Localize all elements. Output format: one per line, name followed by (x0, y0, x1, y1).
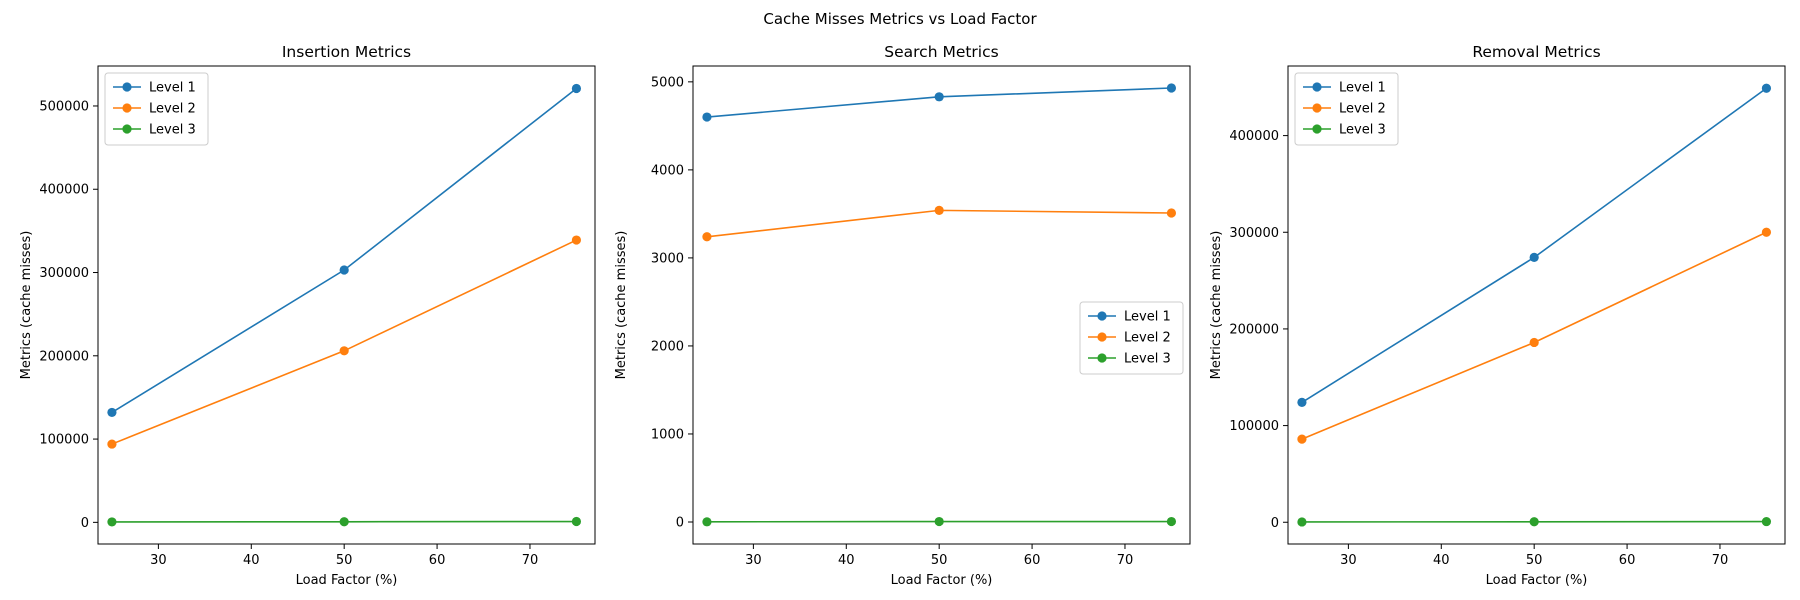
legend: Level 1 Level 2 Level 3 (104, 72, 209, 146)
legend-swatch-marker (1312, 82, 1322, 92)
x-axis-label: Load Factor (%) (296, 573, 398, 588)
x-tick-label: 50 (1526, 553, 1543, 568)
legend-swatch-marker (1097, 353, 1107, 363)
data-point-level-1 (702, 112, 712, 122)
figure-title: Cache Misses Metrics vs Load Factor (763, 10, 1037, 28)
y-axis-label: Metrics (cache misses) (19, 231, 34, 380)
y-tick-label: 0 (676, 515, 684, 530)
data-point-level-1 (339, 265, 349, 275)
legend-swatch-marker (1312, 124, 1322, 134)
legend-swatch-marker (1097, 332, 1107, 342)
x-tick-label: 50 (931, 553, 948, 568)
data-point-level-3 (1529, 517, 1539, 527)
x-tick-label: 70 (1712, 553, 1729, 568)
y-tick-label: 300000 (39, 266, 89, 281)
x-tick-label: 50 (336, 553, 353, 568)
x-tick-label: 30 (745, 553, 762, 568)
data-point-level-3 (571, 516, 582, 527)
x-tick-label: 60 (429, 553, 446, 568)
y-tick-label: 0 (1271, 516, 1279, 531)
legend-label: Level 3 (1339, 123, 1386, 138)
y-tick-label: 0 (81, 516, 89, 531)
data-point-level-2 (107, 439, 117, 449)
data-point-level-1 (1761, 83, 1772, 93)
axes-frame (692, 65, 1191, 545)
data-point-level-1 (571, 83, 582, 94)
legend-swatch-marker (122, 82, 132, 92)
legend-label: Level 3 (149, 123, 196, 138)
legend-label: Level 2 (1339, 102, 1386, 117)
y-tick-label: 200000 (1229, 322, 1279, 337)
x-tick-label: 60 (1619, 553, 1636, 568)
chart-panel-1: Insertion Metrics 30 40 50 60 70 0 100000 200000… (19, 43, 596, 588)
y-tick-label: 500000 (39, 99, 89, 114)
panel-title: Search Metrics (884, 43, 998, 61)
x-tick-label: 40 (1433, 553, 1450, 568)
data-point-level-3 (339, 517, 349, 527)
data-point-level-2 (571, 235, 582, 245)
y-axis-label: Metrics (cache misses) (614, 231, 629, 380)
y-axis-label: Metrics (cache misses) (1209, 231, 1224, 380)
y-tick-label: 400000 (1229, 129, 1279, 144)
data-point-level-1 (1529, 252, 1539, 262)
data-point-level-2 (339, 346, 349, 356)
axes-frame (1287, 65, 1786, 545)
x-tick-label: 40 (838, 553, 855, 568)
legend-label: Level 2 (1124, 331, 1171, 346)
y-tick-label: 100000 (39, 433, 89, 448)
data-point-level-3 (1297, 517, 1307, 527)
legend-swatch-marker (1312, 103, 1322, 113)
data-point-level-2 (702, 232, 712, 242)
panel-title: Removal Metrics (1472, 43, 1600, 61)
y-tick-label: 400000 (39, 183, 89, 198)
x-axis-label: Load Factor (%) (1486, 573, 1588, 588)
data-point-level-2 (1297, 434, 1307, 444)
legend: Level 1 Level 2 Level 3 (1079, 301, 1184, 375)
legend-label: Level 1 (1339, 81, 1386, 96)
data-point-level-1 (107, 407, 117, 418)
data-point-level-3 (1166, 516, 1177, 527)
legend-label: Level 1 (1124, 310, 1171, 325)
legend-swatch-marker (1097, 311, 1107, 321)
x-tick-label: 60 (1024, 553, 1041, 568)
x-tick-label: 30 (150, 553, 167, 568)
y-tick-label: 200000 (39, 349, 89, 364)
y-tick-label: 3000 (651, 251, 684, 266)
series-line-level-2 (1301, 231, 1767, 440)
legend: Level 1 Level 2 Level 3 (1294, 72, 1399, 146)
legend-label: Level 3 (1124, 352, 1171, 367)
data-point-level-2 (1529, 337, 1539, 348)
y-tick-label: 5000 (651, 75, 684, 90)
x-tick-label: 70 (522, 553, 539, 568)
data-point-level-3 (1761, 516, 1772, 527)
data-point-level-2 (934, 205, 944, 215)
axes-frame (97, 65, 596, 545)
y-tick-label: 4000 (651, 163, 684, 178)
y-tick-label: 2000 (651, 339, 684, 354)
data-point-level-2 (1761, 227, 1772, 237)
data-point-level-1 (934, 92, 944, 102)
data-point-level-3 (934, 516, 944, 527)
y-tick-label: 100000 (1229, 419, 1279, 434)
data-point-level-3 (107, 517, 117, 527)
data-point-level-1 (1166, 83, 1177, 93)
x-tick-label: 70 (1117, 553, 1134, 568)
y-tick-label: 1000 (651, 427, 684, 442)
legend-label: Level 1 (149, 81, 196, 96)
legend-swatch-marker (122, 103, 132, 113)
data-point-level-2 (1166, 208, 1177, 218)
legend-label: Level 2 (149, 102, 196, 117)
chart-panel-2: Search Metrics 30 40 50 60 70 0 1000 2000 3000 400… (614, 43, 1191, 588)
x-tick-label: 30 (1340, 553, 1357, 568)
data-point-level-3 (702, 517, 712, 527)
chart-panel-3: Removal Metrics 30 40 50 60 70 0 100000 200000 30… (1209, 43, 1786, 588)
x-tick-label: 40 (243, 553, 260, 568)
data-point-level-1 (1297, 397, 1307, 407)
legend-swatch-marker (122, 124, 132, 134)
y-tick-label: 300000 (1229, 226, 1279, 241)
x-axis-label: Load Factor (%) (891, 573, 993, 588)
panel-title: Insertion Metrics (282, 43, 411, 61)
